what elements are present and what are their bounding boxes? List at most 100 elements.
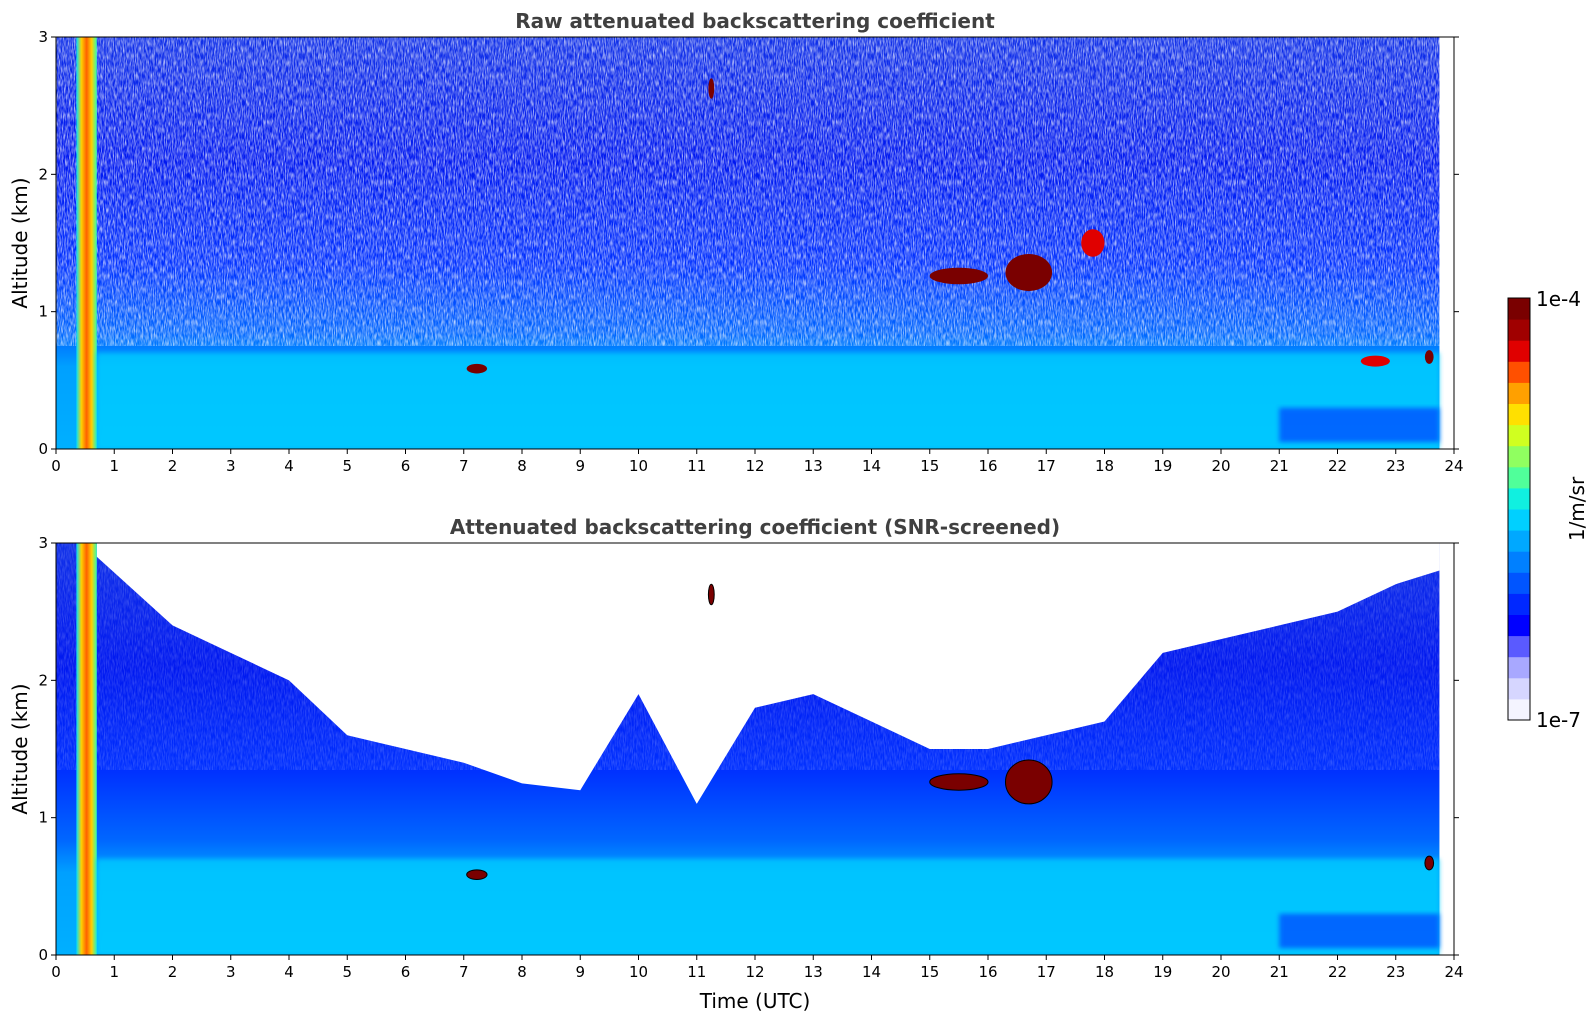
x-tick-label: 6: [401, 457, 411, 475]
y-axis-screened: 0 1 2 3: [38, 534, 1459, 964]
cloud: [1004, 759, 1053, 805]
x-tick-label: 5: [342, 457, 352, 475]
x-tick-label: 4: [284, 457, 294, 475]
y-tick-label: 3: [38, 534, 48, 552]
colorbar-step: [1508, 382, 1530, 404]
x-tick-label: 16: [978, 457, 997, 475]
cloud: [1360, 355, 1390, 367]
y-axis-raw: 0 1 2 3: [38, 28, 1459, 458]
x-tick-label: 0: [51, 457, 61, 475]
colorbar-step: [1508, 361, 1530, 383]
y-axis-label-raw: Altitude (km): [8, 177, 32, 308]
colorbar-frame: [1507, 297, 1531, 721]
colorbar-step: [1508, 572, 1530, 594]
colorbar-step: [1508, 487, 1530, 510]
x-tick-label: 17: [1037, 963, 1056, 981]
x-tick-label: 2: [168, 963, 178, 981]
x-tick-label: 3: [226, 457, 236, 475]
x-tick-label: 22: [1328, 963, 1347, 981]
y-tick-label: 2: [38, 165, 48, 183]
colorbar-step: [1508, 424, 1530, 447]
x-tick-label: 1: [109, 457, 119, 475]
y-tick-label: 1: [38, 809, 48, 827]
colorbar-step: [1508, 319, 1530, 341]
x-tick-label: 16: [978, 963, 997, 981]
x-tick-label: 19: [1153, 963, 1172, 981]
x-tick-label: 12: [745, 963, 764, 981]
colorbar-step: [1508, 509, 1530, 531]
y-axis-label-screened: Altitude (km): [8, 683, 32, 814]
colorbar-step: [1508, 677, 1530, 700]
x-tick-label: 13: [804, 457, 823, 475]
heatmap-screened: [56, 543, 1440, 955]
colorbar-min-label: 1e-7: [1536, 708, 1581, 732]
y-tick-label: 1: [38, 303, 48, 321]
cloud: [1424, 855, 1435, 871]
heatmap-raw: [56, 37, 1440, 449]
x-tick-label: 9: [575, 457, 585, 475]
y-tick-label: 0: [38, 440, 48, 458]
cloud: [466, 869, 488, 880]
boundary-layer-aerosol: [96, 352, 1440, 449]
x-tick-label: 1: [109, 963, 119, 981]
x-tick-label: 8: [517, 963, 527, 981]
x-tick-label: 15: [920, 457, 939, 475]
x-tick-label: 0: [51, 963, 61, 981]
panel-screened: Attenuated backscattering coefficient (S…: [8, 515, 1464, 1013]
colorbar-step: [1508, 445, 1530, 468]
colorbar-step: [1508, 340, 1530, 362]
colorbar-step: [1508, 403, 1530, 426]
x-tick-label: 21: [1270, 457, 1289, 475]
x-tick-label: 23: [1386, 963, 1405, 981]
colorbar-steps: [1508, 298, 1530, 721]
x-tick-label: 7: [459, 963, 469, 981]
colorbar-step: [1508, 635, 1530, 658]
panel-title-raw: Raw attenuated backscattering coefficien…: [515, 9, 995, 33]
y-tick-label: 2: [38, 671, 48, 689]
x-tick-label: 24: [1444, 963, 1463, 981]
cloud: [707, 583, 715, 606]
x-tick-label: 13: [804, 963, 823, 981]
x-tick-label: 15: [920, 963, 939, 981]
x-tick-label: 14: [862, 963, 881, 981]
x-tick-label: 9: [575, 963, 585, 981]
x-tick-label: 19: [1153, 457, 1172, 475]
x-tick-label: 3: [226, 963, 236, 981]
x-tick-label: 23: [1386, 457, 1405, 475]
colorbar-step: [1508, 466, 1530, 489]
panel-title-screened: Attenuated backscattering coefficient (S…: [450, 515, 1060, 539]
x-tick-label: 22: [1328, 457, 1347, 475]
colorbar-step: [1508, 298, 1530, 320]
cloud: [1005, 253, 1053, 292]
x-axis-screened: 0 1 2 3 4 5 6 7 8 9 10 11 12 13 14 15 16 17 18 19 20 21 22 23 24: [51, 955, 1464, 981]
signal-noise: [56, 37, 1440, 346]
colorbar-step: [1508, 551, 1530, 573]
x-tick-label: 12: [745, 457, 764, 475]
x-tick-label: 8: [517, 457, 527, 475]
x-axis-raw: 0 1 2 3 4 5 6 7 8 9 10 11 12 13 14 15 16 17 18 19 20 21 22 23 24: [51, 449, 1464, 475]
boundary-layer-aerosol: [96, 858, 1440, 955]
cloud: [929, 267, 988, 285]
x-tick-label: 21: [1270, 963, 1289, 981]
colorbar-step: [1508, 614, 1530, 637]
cloud: [929, 773, 989, 791]
colorbar-max-label: 1e-4: [1536, 287, 1581, 311]
x-tick-label: 11: [687, 963, 706, 981]
near-field-band: [76, 37, 97, 449]
x-tick-label: 4: [284, 963, 294, 981]
x-tick-label: 7: [459, 457, 469, 475]
panel-raw: Raw attenuated backscattering coefficien…: [8, 9, 1464, 475]
low-signal-layer: [1279, 407, 1440, 443]
colorbar-step: [1508, 656, 1530, 679]
cloud: [1081, 229, 1105, 257]
low-signal-layer: [1279, 913, 1440, 949]
colorbar-unit-label: 1/m/sr: [1565, 476, 1589, 541]
colorbar: 1e-4 1e-7 1/m/sr: [1507, 287, 1589, 732]
colorbar-step: [1508, 530, 1530, 552]
x-tick-label: 20: [1211, 963, 1230, 981]
colorbar-step: [1508, 698, 1530, 721]
x-tick-label: 11: [687, 457, 706, 475]
screened-mask: [96, 543, 1440, 804]
x-tick-label: 20: [1211, 457, 1230, 475]
